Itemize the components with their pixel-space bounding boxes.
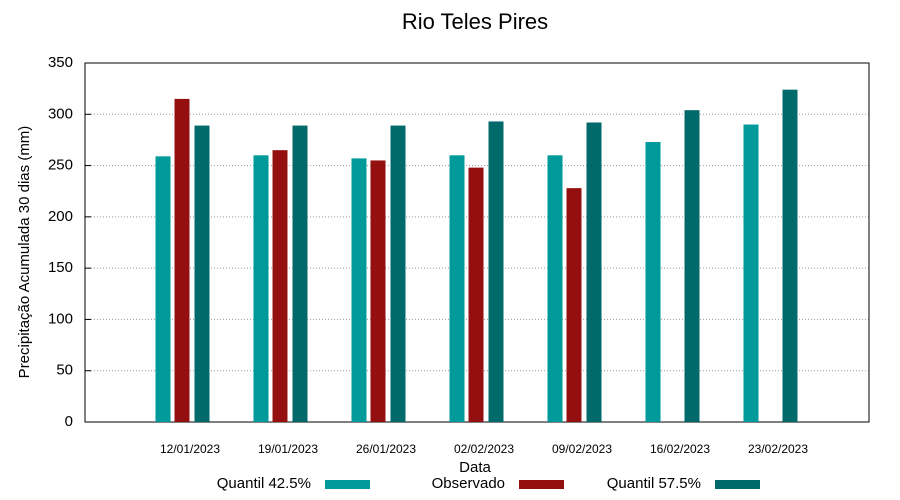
bar [468,167,484,422]
legend-label: Quantil 57.5% [607,475,701,492]
y-tick-label: 150 [48,259,73,276]
legend-label: Quantil 42.5% [217,475,311,492]
y-tick-label: 250 [48,157,73,174]
bar [449,155,465,423]
y-tick-label: 50 [56,362,73,379]
bar [194,125,210,422]
x-tick-label: 02/02/2023 [454,442,514,456]
y-tick-label: 0 [65,413,73,430]
x-tick-label: 19/01/2023 [258,442,318,456]
bar [174,98,190,423]
x-tick-label: 09/02/2023 [552,442,612,456]
bar [547,155,563,423]
bar [370,160,386,422]
bar [292,125,308,422]
bar [488,121,504,423]
y-tick-label: 350 [48,54,73,71]
bar [586,122,602,423]
bar [155,156,171,422]
x-tick-label: 12/01/2023 [160,442,220,456]
bar [645,141,661,423]
y-tick-label: 300 [48,105,73,122]
x-tick-label: 16/02/2023 [650,442,710,456]
y-tick-label: 100 [48,310,73,327]
bar [566,188,582,422]
y-axis-label: Precipitação Acumulada 30 dias (mm) [16,126,33,379]
bar [782,89,798,422]
bar [272,150,288,422]
x-tick-label: 23/02/2023 [748,442,808,456]
x-axis-label: Data [459,459,491,476]
legend-label: Observado [432,475,505,492]
legend-swatch [715,480,760,489]
y-tick-label: 200 [48,208,73,225]
chart-title: Rio Teles Pires [402,9,548,34]
bar [351,158,367,423]
legend-swatch [325,480,370,489]
x-tick-label: 26/01/2023 [356,442,416,456]
legend-swatch [519,480,564,489]
bar [743,124,759,423]
bar [253,155,269,423]
bar [684,110,700,422]
bar [390,125,406,422]
